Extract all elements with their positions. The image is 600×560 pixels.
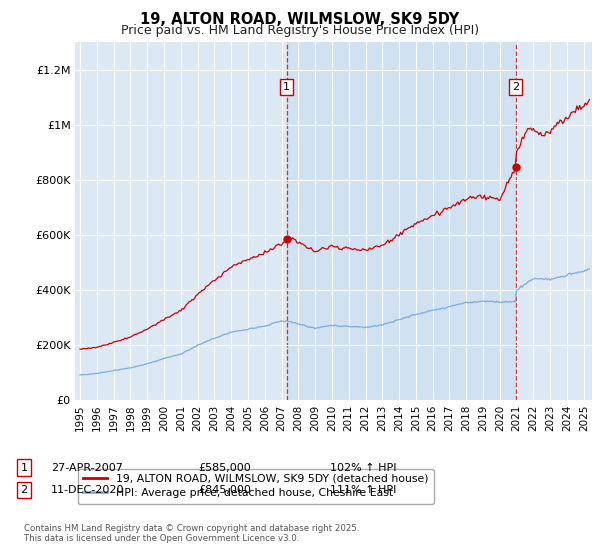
Text: 2: 2 bbox=[512, 82, 520, 92]
Text: 27-APR-2007: 27-APR-2007 bbox=[51, 463, 123, 473]
Text: 2: 2 bbox=[20, 485, 28, 495]
Text: Price paid vs. HM Land Registry's House Price Index (HPI): Price paid vs. HM Land Registry's House … bbox=[121, 24, 479, 36]
Text: 19, ALTON ROAD, WILMSLOW, SK9 5DY: 19, ALTON ROAD, WILMSLOW, SK9 5DY bbox=[140, 12, 460, 27]
Text: 102% ↑ HPI: 102% ↑ HPI bbox=[330, 463, 397, 473]
Text: 1: 1 bbox=[283, 82, 290, 92]
Legend: 19, ALTON ROAD, WILMSLOW, SK9 5DY (detached house), HPI: Average price, detached: 19, ALTON ROAD, WILMSLOW, SK9 5DY (detac… bbox=[78, 469, 434, 503]
Bar bbox=[287, 42, 516, 400]
Text: 111% ↑ HPI: 111% ↑ HPI bbox=[330, 485, 397, 495]
Text: Contains HM Land Registry data © Crown copyright and database right 2025.
This d: Contains HM Land Registry data © Crown c… bbox=[24, 524, 359, 543]
Text: 1: 1 bbox=[20, 463, 28, 473]
Text: £845,000: £845,000 bbox=[198, 485, 251, 495]
Text: £585,000: £585,000 bbox=[198, 463, 251, 473]
Text: 11-DEC-2020: 11-DEC-2020 bbox=[51, 485, 125, 495]
